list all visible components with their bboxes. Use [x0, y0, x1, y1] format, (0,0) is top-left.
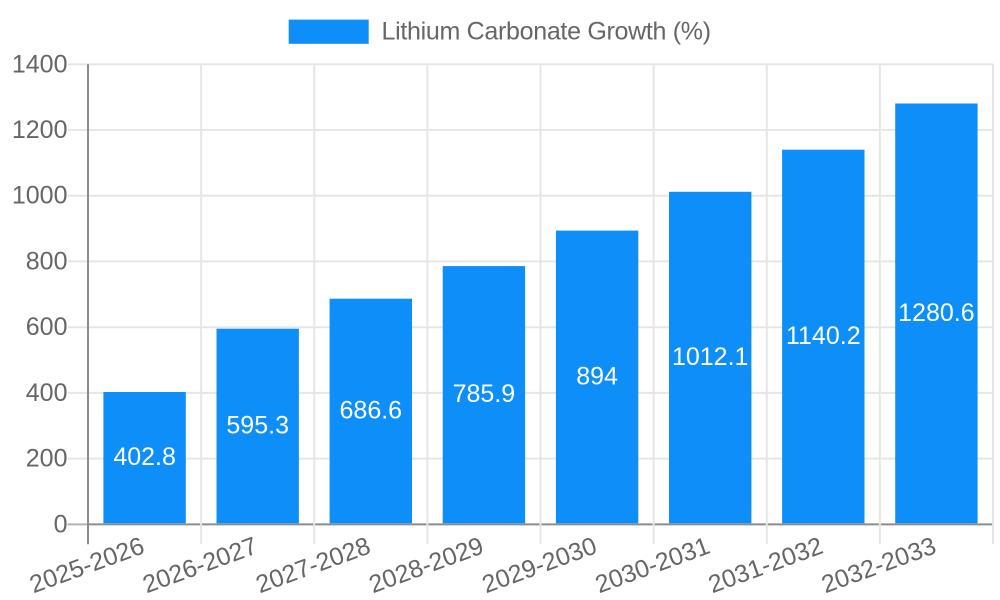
svg-text:785.9: 785.9 [453, 380, 516, 408]
svg-text:1280.6: 1280.6 [898, 299, 974, 327]
svg-text:1140.2: 1140.2 [786, 322, 861, 350]
svg-text:0: 0 [54, 510, 68, 538]
svg-text:894: 894 [576, 362, 618, 390]
svg-text:400: 400 [26, 379, 68, 407]
svg-text:2030-2031: 2030-2031 [592, 532, 714, 599]
svg-text:1400: 1400 [12, 50, 68, 78]
svg-text:Lithium Carbonate Growth (%): Lithium Carbonate Growth (%) [382, 18, 711, 46]
svg-text:2026-2027: 2026-2027 [139, 532, 261, 599]
svg-text:595.3: 595.3 [226, 412, 289, 440]
svg-text:600: 600 [26, 313, 68, 341]
svg-text:2031-2032: 2031-2032 [705, 532, 827, 599]
svg-text:200: 200 [26, 445, 68, 473]
svg-text:1012.1: 1012.1 [672, 343, 748, 371]
svg-text:800: 800 [26, 247, 68, 275]
svg-text:686.6: 686.6 [340, 397, 403, 425]
svg-text:1200: 1200 [12, 116, 68, 144]
svg-text:2029-2030: 2029-2030 [479, 532, 601, 599]
svg-text:402.8: 402.8 [113, 443, 176, 471]
svg-text:2025-2026: 2025-2026 [26, 532, 148, 599]
svg-text:2027-2028: 2027-2028 [252, 532, 374, 599]
svg-text:2032-2033: 2032-2033 [818, 532, 940, 599]
svg-text:2028-2029: 2028-2029 [365, 532, 487, 599]
svg-text:1000: 1000 [12, 182, 68, 210]
